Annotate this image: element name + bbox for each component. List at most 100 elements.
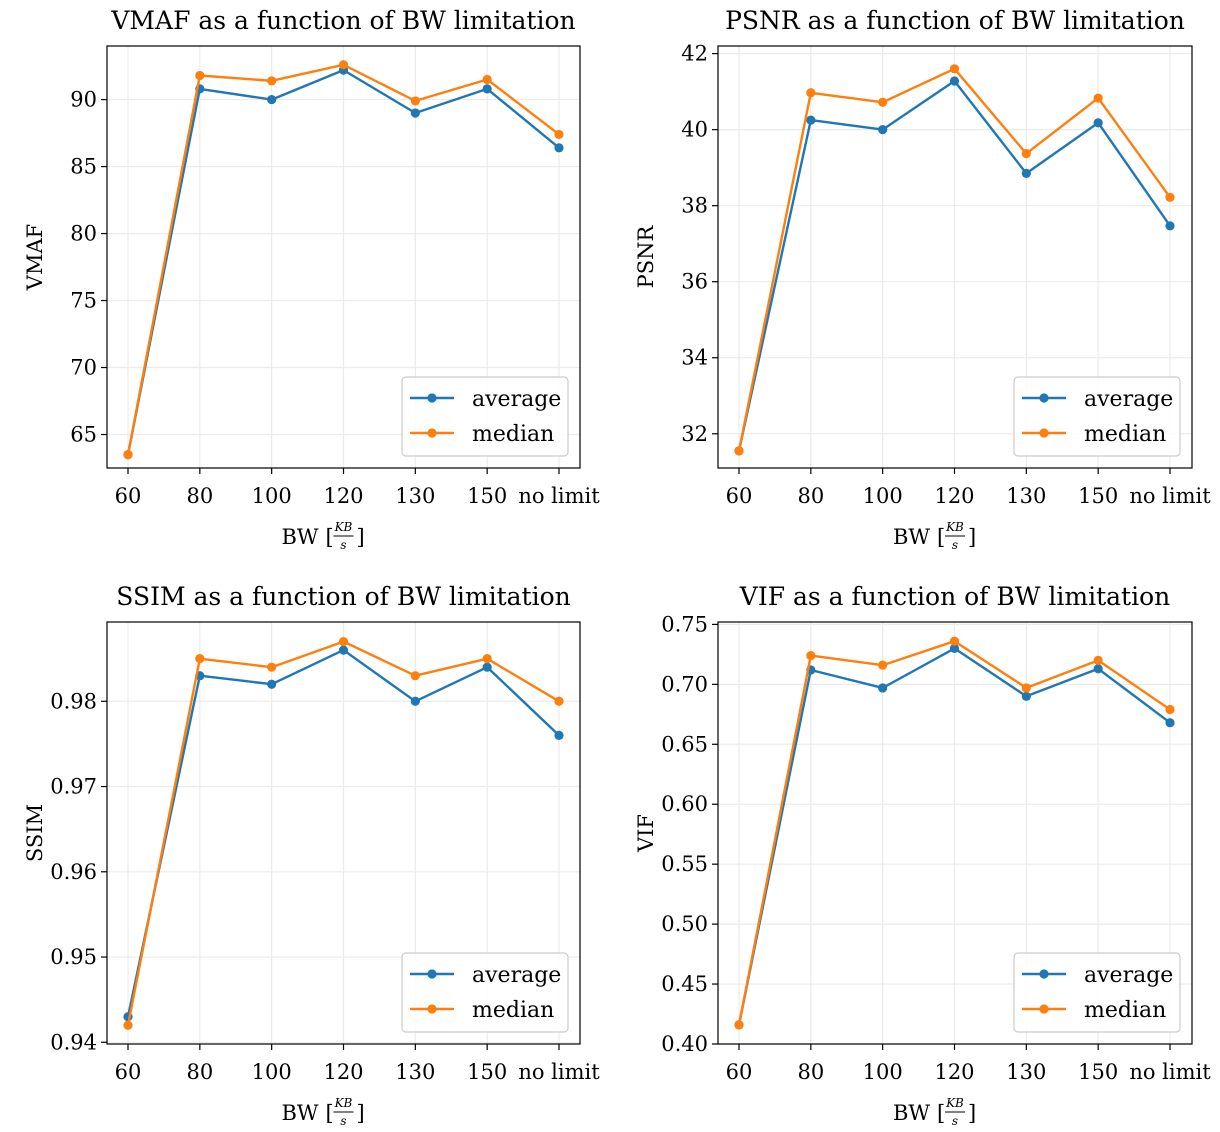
x-tick-label: 120 [323, 484, 363, 508]
data-point-median [123, 1020, 133, 1030]
data-point-median [878, 97, 888, 107]
x-tick-label: no limit [1129, 484, 1211, 508]
x-tick-label: 120 [934, 484, 974, 508]
data-point-median [410, 96, 420, 106]
data-point-average [267, 679, 277, 689]
data-point-average [1021, 168, 1031, 178]
x-unit-numerator: KB [945, 1096, 964, 1110]
y-tick-label: 38 [681, 194, 708, 218]
chart-title: SSIM as a function of BW limitation [116, 582, 570, 611]
data-point-median [482, 74, 492, 85]
chart-title: VIF as a function of BW limitation [739, 582, 1170, 611]
x-tick-label: 100 [863, 484, 903, 508]
y-tick-label: 42 [681, 42, 708, 66]
x-tick-label: 130 [395, 484, 435, 508]
data-point-average [878, 125, 888, 135]
data-point-median [338, 637, 349, 647]
x-tick-label: 150 [1078, 1060, 1118, 1084]
x-unit-numerator: KB [945, 520, 964, 534]
chart-panel: 60 80 100 120 130 150 no limit 0.94 0.95 0.96 0.97… [23, 582, 600, 1128]
y-tick-label: 0.65 [661, 732, 708, 756]
x-tick-label: 60 [115, 484, 142, 508]
data-point-median [267, 76, 277, 86]
y-tick-label: 80 [70, 222, 97, 246]
legend-swatch-marker [1039, 428, 1049, 438]
y-tick-label: 0.97 [50, 775, 97, 799]
x-unit-bracket-close: ] [357, 525, 365, 549]
data-point-median [1165, 192, 1175, 202]
y-tick-label: 0.75 [661, 612, 708, 636]
x-tick-label: 100 [252, 1060, 292, 1084]
legend-box [1013, 952, 1181, 1033]
data-point-median [267, 662, 277, 672]
y-tick-label: 0.95 [50, 945, 97, 969]
data-point-median [1021, 683, 1031, 693]
legend-label: median [472, 422, 554, 447]
data-point-median [806, 88, 816, 98]
y-tick-label: 0.55 [661, 852, 708, 876]
data-point-median [338, 60, 349, 70]
data-point-median [195, 70, 205, 81]
x-tick-label: 130 [395, 1060, 435, 1084]
y-axis-label: VIF [634, 814, 658, 853]
x-unit-numerator: KB [334, 520, 353, 534]
legend-label: median [472, 998, 554, 1023]
y-axis-label: PSNR [634, 224, 658, 288]
y-tick-label: 0.96 [50, 860, 97, 884]
x-unit-bracket-open: [ [326, 525, 334, 549]
x-unit-denominator: s [340, 1114, 346, 1128]
data-point-median [949, 636, 960, 646]
legend-swatch-marker [427, 969, 437, 979]
data-point-average [554, 143, 564, 153]
y-tick-label: 65 [70, 423, 97, 447]
legend-swatch-marker [427, 393, 437, 403]
data-point-median [554, 129, 564, 140]
x-tick-label: 120 [323, 1060, 363, 1084]
x-unit-bracket-open: [ [937, 1101, 945, 1125]
legend-swatch-marker [1039, 969, 1049, 979]
data-point-median [734, 1020, 744, 1030]
data-point-average [878, 683, 888, 693]
x-axis-label: BW [893, 525, 930, 549]
legend-label: median [1084, 998, 1166, 1023]
y-axis-label: VMAF [23, 224, 47, 291]
x-unit-bracket-open: [ [937, 525, 945, 549]
legend-label: median [1084, 422, 1166, 447]
data-point-median [195, 654, 205, 664]
legend-swatch-marker [1039, 1004, 1049, 1014]
x-axis-label: BW [281, 1101, 318, 1125]
data-point-median [123, 450, 133, 460]
data-point-average [410, 696, 420, 706]
x-unit-bracket-close: ] [357, 1101, 365, 1125]
x-unit-denominator: s [952, 1114, 958, 1128]
y-tick-label: 40 [681, 118, 708, 142]
data-point-average [1093, 664, 1103, 674]
data-point-average [338, 645, 349, 655]
x-axis-label: BW [893, 1101, 930, 1125]
x-tick-label: 150 [467, 484, 507, 508]
data-point-median [410, 671, 420, 681]
x-tick-label: 60 [726, 484, 753, 508]
x-unit-denominator: s [340, 538, 346, 552]
x-tick-label: 100 [252, 484, 292, 508]
x-tick-label: 130 [1006, 484, 1046, 508]
data-point-median [806, 650, 816, 661]
x-tick-label: 80 [797, 1060, 824, 1084]
y-tick-label: 75 [70, 289, 97, 313]
y-tick-label: 0.50 [661, 912, 708, 936]
data-point-average [949, 76, 960, 86]
legend-swatch-marker [427, 1004, 437, 1014]
x-tick-label: no limit [1129, 1060, 1211, 1084]
x-tick-label: 120 [934, 1060, 974, 1084]
y-tick-label: 90 [70, 88, 97, 112]
data-point-median [554, 696, 564, 706]
y-tick-label: 0.40 [661, 1032, 708, 1056]
legend-label: average [1084, 963, 1173, 988]
legend-label: average [1084, 387, 1173, 412]
x-axis-label: BW [281, 525, 318, 549]
legend-label: average [472, 963, 561, 988]
y-tick-label: 34 [681, 346, 708, 370]
data-point-average [410, 108, 420, 118]
data-point-average [949, 643, 960, 653]
